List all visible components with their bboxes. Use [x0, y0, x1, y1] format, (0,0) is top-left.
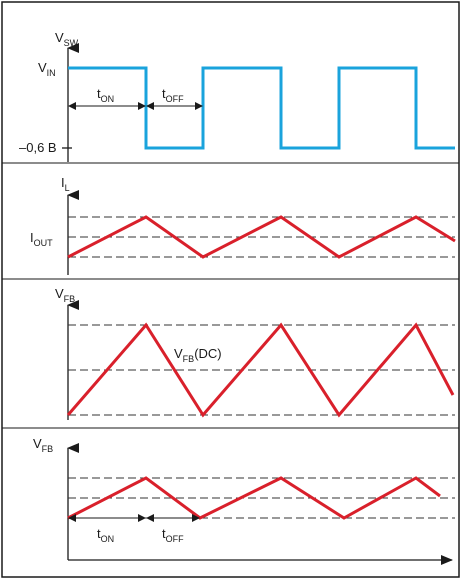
- vfb1-y-label: VFB: [55, 286, 75, 304]
- il-y-label: IL: [61, 175, 70, 193]
- vsw-y-label: VSW: [55, 30, 79, 48]
- vfb2-toff-label: tOFF: [162, 526, 184, 544]
- panel-il: IL IOUT: [30, 175, 456, 275]
- vsw-ton-label: tON: [97, 86, 114, 104]
- il-iout-label: IOUT: [30, 230, 53, 248]
- panel-vfb1: VFB VFB(DC): [55, 286, 455, 420]
- vsw-toff-label: tOFF: [162, 86, 184, 104]
- vsw-vin-label: VIN: [38, 60, 56, 78]
- panel-vfb2: VFB tON tOFF: [33, 436, 455, 565]
- vfb1-triangle-wave: [66, 322, 455, 418]
- vsw-low-label: –0,6 В: [19, 140, 57, 155]
- panel-vsw: VSW VIN –0,6 В tON tOFF: [19, 30, 455, 162]
- il-ripple-wave: [67, 215, 456, 259]
- vfb2-ton-label: tON: [97, 526, 114, 544]
- vfb1-dc-label: VFB(DC): [174, 346, 222, 364]
- vfb2-ripple-wave: [67, 476, 441, 520]
- vfb2-y-label: VFB: [33, 436, 53, 454]
- vsw-square-wave: [68, 66, 455, 150]
